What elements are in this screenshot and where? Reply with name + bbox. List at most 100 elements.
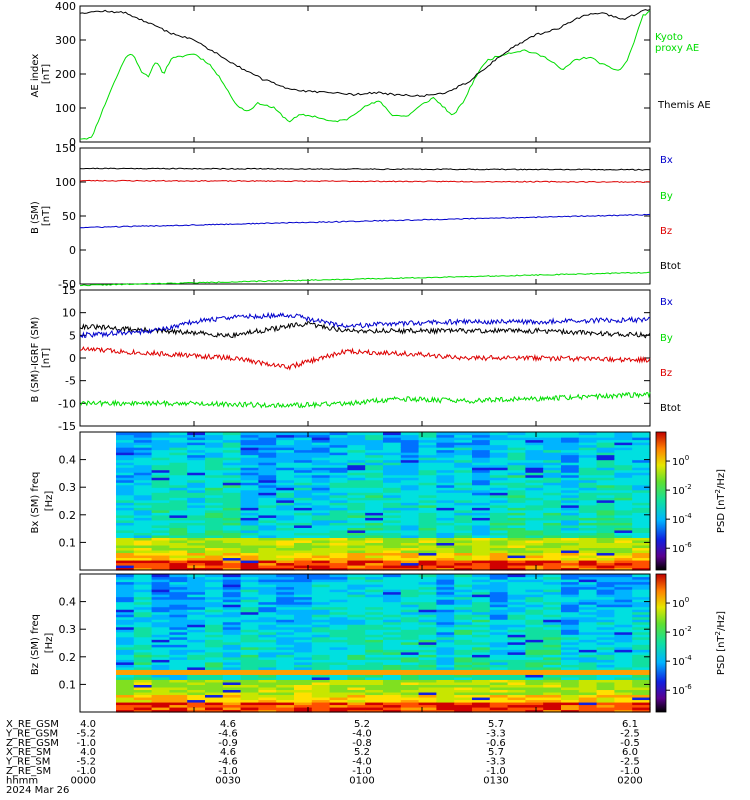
spectrogram-cell (294, 522, 313, 526)
spectrogram-cell (578, 686, 598, 691)
spectrogram-cell (187, 442, 206, 446)
spectrogram-cell (311, 532, 331, 536)
spectrogram-cell (276, 649, 295, 653)
spectrogram-cell (436, 694, 455, 698)
spectrogram-cell (436, 557, 455, 561)
spectrogram-cell (116, 447, 135, 451)
spectrogram-cell (400, 626, 420, 630)
footer-row-value: -4.0 (352, 728, 372, 739)
spectrogram-cell (578, 482, 598, 486)
spectrogram-cell (151, 609, 170, 613)
spectrogram-cell (329, 709, 348, 713)
spectrogram-cell (365, 462, 384, 466)
spectrogram-cell (329, 684, 348, 688)
spectrogram-cell (133, 542, 153, 546)
spectrogram-cell (454, 442, 473, 446)
spectrogram-cell (383, 459, 402, 463)
spectrogram-cell (151, 584, 170, 588)
spectrogram-cell (436, 529, 455, 533)
spectrogram-cell (561, 489, 580, 493)
spectrogram-cell (205, 544, 224, 549)
spectrogram-cell (151, 629, 170, 633)
series-line-btot (79, 213, 651, 229)
spectrogram-cell (454, 676, 473, 680)
spectrogram-cell (454, 641, 473, 645)
spectrogram-cell (525, 459, 544, 463)
spectrogram-cell (418, 701, 437, 706)
spectrogram-cell (507, 601, 526, 605)
spectrogram-cell (418, 596, 437, 600)
spectrogram-cell (347, 487, 366, 491)
spectrogram-cell (294, 679, 313, 683)
spectrogram-cell (222, 644, 242, 648)
spectrogram-cell (561, 661, 580, 665)
spectrogram-cell (543, 694, 562, 698)
spectrogram-cell (187, 671, 206, 675)
spectrogram-cell (258, 487, 277, 491)
spectrogram-cell (116, 454, 135, 458)
spectrogram-cell (489, 472, 509, 476)
spectrogram-cell (240, 492, 259, 496)
spectrogram-cell (365, 696, 384, 701)
spectrogram-cell (276, 547, 295, 551)
spectrogram-cell (294, 489, 313, 493)
spectrogram-cell (347, 524, 366, 528)
spectrogram-cell (222, 646, 242, 650)
spectrogram-cell (543, 609, 562, 613)
spectrogram-cell (116, 676, 135, 680)
spectrogram-cell (489, 654, 509, 658)
spectrogram-cell (454, 567, 473, 571)
spectrogram-cell (276, 599, 295, 603)
spectrogram-cell (632, 484, 651, 488)
spectrogram-cell (205, 666, 224, 670)
spectrogram-cell (311, 459, 331, 463)
spectrogram-cell (276, 699, 295, 703)
spectrogram-cell (365, 467, 384, 471)
spectrogram-cell (169, 567, 188, 571)
spectrogram-cell (614, 477, 633, 481)
spectrogram-cell (454, 626, 473, 630)
spectrogram-cell (169, 696, 188, 701)
spectrogram-cell (240, 631, 259, 635)
spectrogram-cell (418, 529, 437, 533)
spectrogram-cell (614, 559, 633, 564)
spectrogram-cell (578, 529, 598, 533)
spectrogram-cell (276, 621, 295, 625)
spec-ytick-label: 0.3 (59, 623, 77, 636)
spectrogram-cell (489, 444, 509, 448)
spectrogram-cell (240, 646, 259, 650)
spectrogram-cell (222, 437, 242, 441)
spectrogram-cell (436, 462, 455, 466)
spectrogram-cell (596, 661, 615, 665)
spectrogram-cell (365, 639, 384, 643)
spectrogram-cell (596, 432, 615, 436)
spectrogram-cell (561, 579, 580, 583)
spectrogram-cell (329, 457, 348, 461)
spectrogram-cell (205, 467, 224, 471)
spectrogram-cell (365, 584, 384, 588)
spectrogram-cell (525, 437, 544, 441)
spectrogram-cell (614, 462, 633, 466)
spectrogram-cell (418, 674, 437, 678)
spectrogram-cell (525, 676, 544, 680)
spectrogram-cell (596, 534, 615, 538)
spectrogram-cell (294, 619, 313, 623)
spectrogram-cell (614, 636, 633, 640)
spectrogram-cell (614, 574, 633, 578)
spectrogram-cell (418, 604, 437, 608)
spectrogram-cell (240, 686, 259, 691)
spectrogram-cell (347, 479, 366, 483)
spectrogram-cell (205, 616, 224, 620)
spectrogram-cell (561, 499, 580, 503)
spectrogram-cell (436, 482, 455, 486)
spectrogram-cell (561, 639, 580, 643)
spectrogram-cell (258, 537, 277, 541)
spectrogram-cell (169, 449, 188, 453)
spectrogram-cell (418, 484, 437, 488)
spectrogram-cell (311, 489, 331, 493)
spectrogram-cell (418, 651, 437, 655)
spectrogram-cell (294, 701, 313, 706)
spectrogram-cell (240, 447, 259, 451)
spectrogram-cell (383, 591, 402, 595)
spectrogram-cell (294, 656, 313, 660)
